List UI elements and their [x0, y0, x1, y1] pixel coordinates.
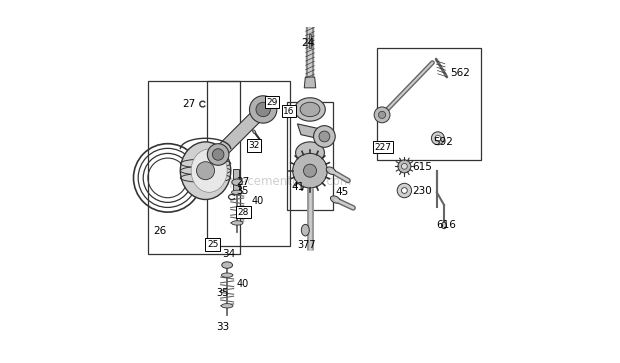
Text: 41: 41 [292, 182, 305, 192]
Circle shape [397, 183, 412, 198]
Circle shape [402, 163, 407, 169]
Text: 33: 33 [216, 322, 229, 333]
Circle shape [374, 107, 390, 123]
Text: 34: 34 [223, 249, 236, 258]
Polygon shape [298, 124, 334, 142]
Ellipse shape [252, 130, 256, 134]
Circle shape [293, 154, 327, 188]
Text: 32: 32 [249, 141, 260, 150]
Ellipse shape [231, 221, 243, 225]
Bar [376, 48, 481, 160]
Text: ereplacementparts.com: ereplacementparts.com [211, 175, 352, 188]
Ellipse shape [326, 167, 335, 175]
Polygon shape [304, 77, 316, 88]
Circle shape [402, 188, 407, 193]
Polygon shape [213, 105, 268, 159]
Ellipse shape [180, 142, 231, 200]
Text: 40: 40 [252, 196, 264, 206]
Text: 45: 45 [335, 187, 348, 197]
Bar [233, 169, 239, 191]
Text: 24: 24 [301, 38, 315, 48]
Ellipse shape [441, 222, 446, 229]
Text: 25: 25 [207, 240, 218, 249]
Bar [148, 81, 240, 253]
Text: 615: 615 [412, 162, 432, 172]
Circle shape [197, 162, 215, 180]
Ellipse shape [221, 273, 233, 277]
Text: 16: 16 [283, 107, 295, 116]
Text: 27: 27 [183, 99, 196, 109]
Ellipse shape [222, 262, 232, 268]
Circle shape [432, 132, 445, 145]
Circle shape [207, 144, 229, 165]
Circle shape [213, 149, 224, 160]
Text: 562: 562 [451, 69, 471, 78]
Text: 28: 28 [237, 208, 249, 217]
Circle shape [256, 102, 270, 117]
Bar [286, 102, 334, 210]
Text: 616: 616 [436, 220, 456, 230]
Ellipse shape [221, 303, 233, 308]
Text: 40: 40 [236, 279, 249, 289]
Ellipse shape [330, 196, 340, 203]
Bar [207, 81, 290, 246]
Text: 35: 35 [236, 185, 249, 196]
Ellipse shape [191, 149, 227, 192]
Text: 592: 592 [433, 137, 453, 147]
Ellipse shape [231, 190, 243, 195]
Text: 35: 35 [216, 288, 229, 298]
Text: 27: 27 [237, 176, 250, 187]
Ellipse shape [294, 98, 326, 121]
Text: 230: 230 [412, 185, 432, 196]
Text: 29: 29 [267, 98, 278, 107]
Circle shape [249, 96, 277, 123]
Text: 227: 227 [374, 143, 392, 152]
Bar [309, 34, 311, 48]
Circle shape [435, 135, 441, 141]
Circle shape [398, 160, 411, 173]
Circle shape [319, 131, 330, 142]
Ellipse shape [301, 224, 309, 236]
Ellipse shape [300, 102, 320, 117]
Ellipse shape [232, 179, 242, 185]
Ellipse shape [296, 142, 324, 163]
Circle shape [378, 111, 386, 118]
Circle shape [314, 126, 335, 147]
Text: 26: 26 [153, 226, 166, 236]
Circle shape [304, 164, 316, 177]
Text: 377: 377 [298, 240, 316, 249]
